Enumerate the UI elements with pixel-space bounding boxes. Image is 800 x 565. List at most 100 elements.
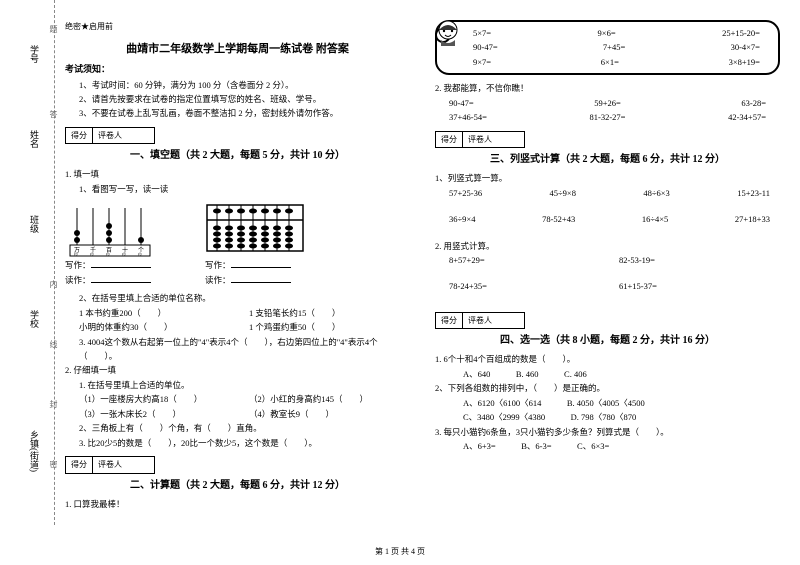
grader-label: 评卷人 [93, 457, 127, 473]
fill-item: 1 支铅笔长约15（ ） [249, 306, 340, 320]
s4-q2b: C、3480〈2999〈4380 D. 798〈780〈870 [435, 410, 780, 424]
grader-label: 评卷人 [93, 128, 127, 144]
cloud-row: 9×7= 6×1= 3×8+19= [473, 55, 774, 69]
s4-q1: 1. 6个十和4个百组成的数是（ ）。 [435, 352, 780, 366]
calc-item: 63-28= [741, 96, 766, 110]
score-box: 得分 评卷人 [65, 127, 155, 145]
write-as: 写作： [205, 258, 295, 272]
seal-line-char: 题 [48, 25, 59, 39]
q2: 2. 仔细填一填 [65, 363, 410, 377]
score-label: 得分 [66, 128, 93, 144]
s4-q2: 2、下列各组数的排列中，（ ）是正确的。 [435, 381, 780, 395]
calc-item: 42-34+57= [728, 110, 766, 124]
calc-row: 37+46-54= 81-32-27= 42-34+57= [435, 110, 780, 124]
calc-item: 45÷9×8 [550, 186, 576, 200]
section-3-title: 三、列竖式计算（共 2 大题，每题 6 分，共计 12 分） [435, 151, 780, 168]
page-footer: 第 1 页 共 4 页 [0, 546, 800, 557]
calc-item: 16÷4×5 [642, 212, 668, 226]
calc-item: 7+45= [603, 40, 625, 54]
calc-item: 81-32-27= [590, 110, 626, 124]
score-label: 得分 [436, 313, 463, 329]
read-as: 读作： [205, 273, 295, 287]
s2-q1: 1. 口算我最棒！ [65, 497, 410, 511]
score-label: 得分 [66, 457, 93, 473]
cloud-row: 5×7= 9×6= 25+15-20= [473, 26, 774, 40]
fill-item: （4）教室长9（ ） [249, 407, 334, 421]
place-value-counter: 万千百十个 位位位位位 写作： 读作： [65, 200, 155, 287]
cloud-row: 90-47= 7+45= 30-4×7= [473, 40, 774, 54]
gutter-label-town: 乡镇(街道) [28, 430, 41, 472]
notice-item: 2、请首先按要求在试卷的指定位置填写您的姓名、班级、学号。 [65, 92, 410, 106]
grader-label: 评卷人 [463, 132, 497, 148]
binding-gutter: 学号 姓名 班级 学校 乡镇(街道) 题 答 内 线 封 密 [0, 0, 55, 525]
svg-text:位: 位 [74, 251, 78, 257]
calc-item: 90-47= [449, 96, 474, 110]
calc-item: 6×1= [601, 55, 619, 69]
s3-q2: 2. 用竖式计算。 [435, 239, 780, 253]
child-face-icon [431, 16, 465, 50]
section-1-title: 一、填空题（共 2 大题，每题 5 分，共计 10 分） [65, 147, 410, 164]
seal-line-char: 内 [48, 280, 59, 294]
calc-item: 5×7= [473, 26, 491, 40]
secret-tag: 绝密★启用前 [65, 20, 410, 34]
s4-q3-opts: A、6+3= B、6-3= C、6×3= [435, 439, 780, 453]
calc-item: 78-24+35= [449, 279, 619, 293]
fill-item: 小明的体重约30（ ） [79, 320, 249, 334]
notice-heading: 考试须知： [65, 62, 410, 77]
cloud-frame: 5×7= 9×6= 25+15-20= 90-47= 7+45= 30-4×7=… [435, 20, 780, 75]
abacus-row: 万千百十个 位位位位位 写作： 读作： [65, 200, 410, 287]
s2-q2: 2. 我都能算，不信你瞧！ [435, 81, 780, 95]
calc-item: 59+26= [594, 96, 621, 110]
fill-item: （3）一张木床长2（ ） [79, 407, 249, 421]
q2-2: 2、三角板上有（ ）个角，有（ ）直角。 [65, 421, 410, 435]
notice-item: 3、不要在试卷上乱写乱画，卷面不整洁扣 2 分，密封线外请勿作答。 [65, 106, 410, 120]
calc-item: 15+23-11 [737, 186, 770, 200]
calc-item: 82-53-19= [619, 253, 655, 267]
calc-item: 57+25-36 [449, 186, 482, 200]
fill-item: （1）一座楼房大约高18（ ） [79, 392, 249, 406]
exam-title: 曲靖市二年级数学上学期每周一练试卷 附答案 [65, 40, 410, 59]
calc-item: 48÷6×3 [643, 186, 669, 200]
write-as: 写作： [65, 258, 155, 272]
q1-3: 3. 4004这个数从右起第一位上的"4"表示4个（ ），右边第四位上的"4"表… [65, 335, 410, 364]
section-2-title: 二、计算题（共 2 大题，每题 6 分，共计 12 分） [65, 477, 410, 494]
calc-item: 8+57+29= [449, 253, 619, 267]
s4-q1-opts: A、640 B. 460 C. 406 [435, 367, 780, 381]
q1-1: 1、看图写一写，读一读 [65, 182, 410, 196]
calc-row: 90-47= 59+26= 63-28= [435, 96, 780, 110]
gutter-label-class: 班级 [28, 215, 41, 233]
calc-item: 9×6= [598, 26, 616, 40]
calc-item: 30-4×7= [731, 40, 760, 54]
seal-line-char: 线 [48, 340, 59, 354]
q2-3: 3. 比20少5的数是（ ），20比一个数少5，这个数是（ ）。 [65, 436, 410, 450]
right-column: 5×7= 9×6= 25+15-20= 90-47= 7+45= 30-4×7=… [435, 20, 780, 511]
calc-row: 57+25-36 45÷9×8 48÷6×3 15+23-11 [435, 186, 780, 200]
abacus-image: 写作： 读作： [205, 200, 295, 287]
calc-item: 90-47= [473, 40, 498, 54]
calc-item: 3×8+19= [729, 55, 760, 69]
read-as: 读作： [65, 273, 155, 287]
calc-item: 27+18+33 [735, 212, 770, 226]
s4-q3: 3. 每只小猫钓6条鱼，3只小猫钓多少条鱼？列算式是（ ）。 [435, 425, 780, 439]
seal-line-char: 封 [48, 400, 59, 414]
calc-item: 36÷9×4 [449, 212, 475, 226]
page-content: 绝密★启用前 曲靖市二年级数学上学期每周一练试卷 附答案 考试须知： 1、考试时… [65, 20, 780, 511]
notice-item: 1、考试时间：60 分钟，满分为 100 分（含卷面分 2 分）。 [65, 78, 410, 92]
svg-text:位: 位 [106, 251, 110, 257]
calc-item: 9×7= [473, 55, 491, 69]
calc-item: 37+46-54= [449, 110, 487, 124]
fill-item: 1 个鸡蛋约重50（ ） [249, 320, 340, 334]
calc-item: 25+15-20= [722, 26, 760, 40]
q2-1: 1. 在括号里填上合适的单位。 [65, 378, 410, 392]
svg-text:位: 位 [138, 251, 142, 257]
gutter-label-id: 学号 [28, 45, 41, 63]
seal-line-char: 答 [48, 110, 59, 124]
section-4-title: 四、选一选（共 8 小题，每题 2 分，共计 16 分） [435, 332, 780, 349]
s4-q2a: A、6120〈6100〈614 B. 4050〈4005〈4500 [435, 396, 780, 410]
svg-text:位: 位 [122, 251, 126, 257]
gutter-label-school: 学校 [28, 310, 41, 328]
calc-item: 61+15-37= [619, 279, 657, 293]
left-column: 绝密★启用前 曲靖市二年级数学上学期每周一练试卷 附答案 考试须知： 1、考试时… [65, 20, 410, 511]
gutter-label-name: 姓名 [28, 130, 41, 148]
seal-line-char: 密 [48, 460, 59, 474]
